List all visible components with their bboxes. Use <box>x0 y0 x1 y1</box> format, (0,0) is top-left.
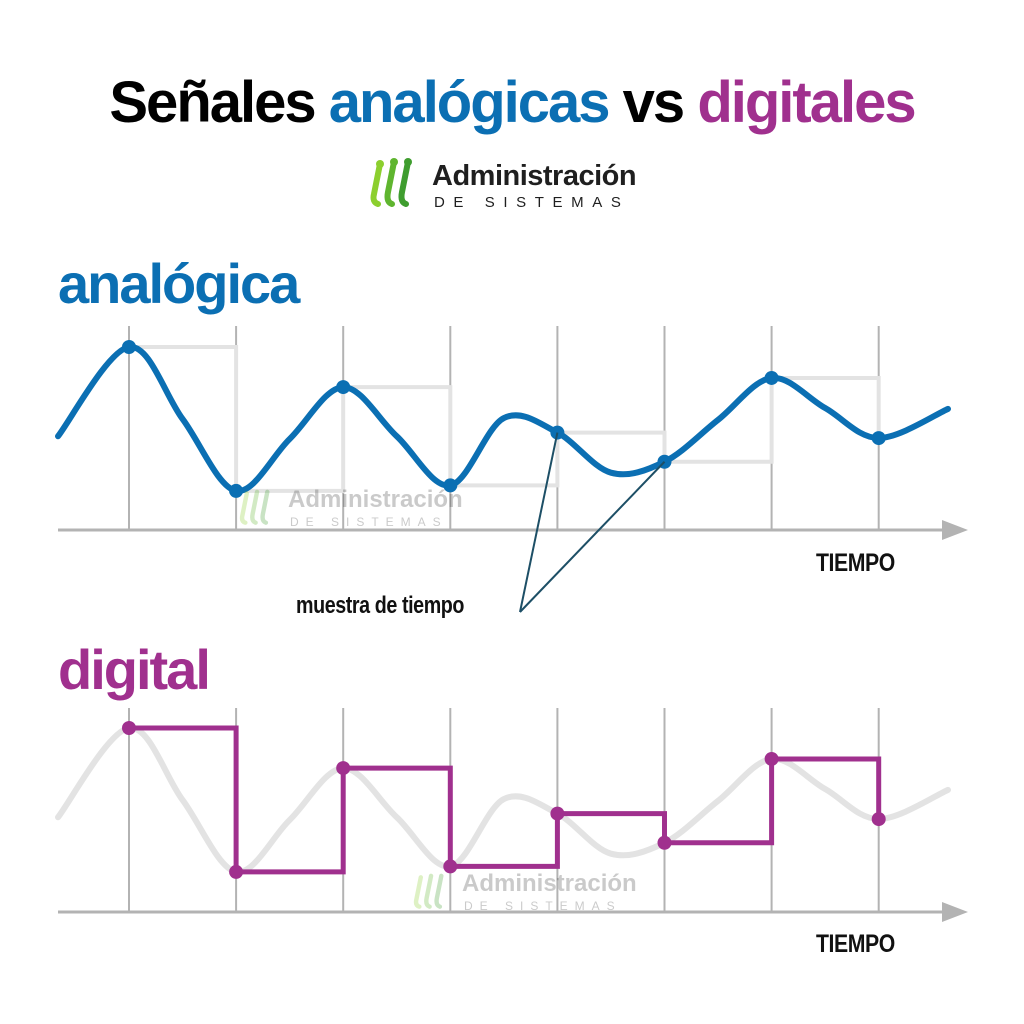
analog-sample-point-7 <box>764 370 779 385</box>
digital-section-label: digital <box>58 638 211 701</box>
watermark-name: Administración <box>462 870 637 897</box>
analog-sample-point-1 <box>122 340 136 354</box>
logo-name: Administración <box>432 160 637 192</box>
digital-sample-point-8 <box>871 812 886 827</box>
watermark-analog: Administración DE SISTEMAS <box>238 486 498 536</box>
logo-subtitle: DE SISTEMAS <box>434 194 630 211</box>
digital-axis-arrow-icon <box>942 902 968 922</box>
watermark-name: Administración <box>288 486 463 513</box>
analog-ghost-steps <box>129 345 881 493</box>
watermark-subtitle: DE SISTEMAS <box>464 899 622 913</box>
digital-sample-point-2 <box>229 864 244 879</box>
digital-sample-point-6 <box>657 835 672 850</box>
analog-sample-point-3 <box>336 380 351 395</box>
analog-sample-point-8 <box>871 431 886 446</box>
digital-time-axis-label: TIEMPO <box>816 930 895 958</box>
digital-sample-point-4 <box>443 859 458 874</box>
digital-sample-point-1 <box>122 721 136 735</box>
digital-ghost-wave <box>55 725 951 875</box>
digital-sample-points <box>122 721 886 879</box>
watermark-subtitle: DE SISTEMAS <box>290 515 448 529</box>
digital-step-signal <box>129 725 882 875</box>
green-signal-bars-icon <box>370 158 412 207</box>
annotation-pointer-line <box>519 432 559 613</box>
title-word-senales: Señales <box>109 70 329 135</box>
digital-sample-point-3 <box>336 761 351 776</box>
title-word-digitales: digitales <box>697 70 916 135</box>
analog-wave <box>55 344 951 494</box>
watermark-logo-icon <box>413 873 444 909</box>
analog-section-label: analógica <box>58 252 300 315</box>
title-word-analogicas: analógicas <box>328 70 611 135</box>
page-title: Señales analógicas vs digitales <box>0 74 1024 132</box>
annotation-pointer-line <box>519 461 666 613</box>
digital-sample-point-7 <box>764 751 779 766</box>
digital-sample-point-5 <box>550 806 565 821</box>
analog-axis-arrow-icon <box>942 520 968 540</box>
title-word-vs: vs <box>608 70 698 135</box>
watermark-digital: Administración DE SISTEMAS <box>412 870 672 920</box>
analog-sample-point-4 <box>443 478 458 493</box>
analog-time-axis-label: TIEMPO <box>816 549 895 577</box>
watermark-logo-icon <box>239 489 270 525</box>
brand-logo: Administración DE SISTEMAS <box>368 156 668 212</box>
annotation-label: muestra de tiempo <box>296 592 465 619</box>
analog-sample-point-2 <box>229 483 244 498</box>
